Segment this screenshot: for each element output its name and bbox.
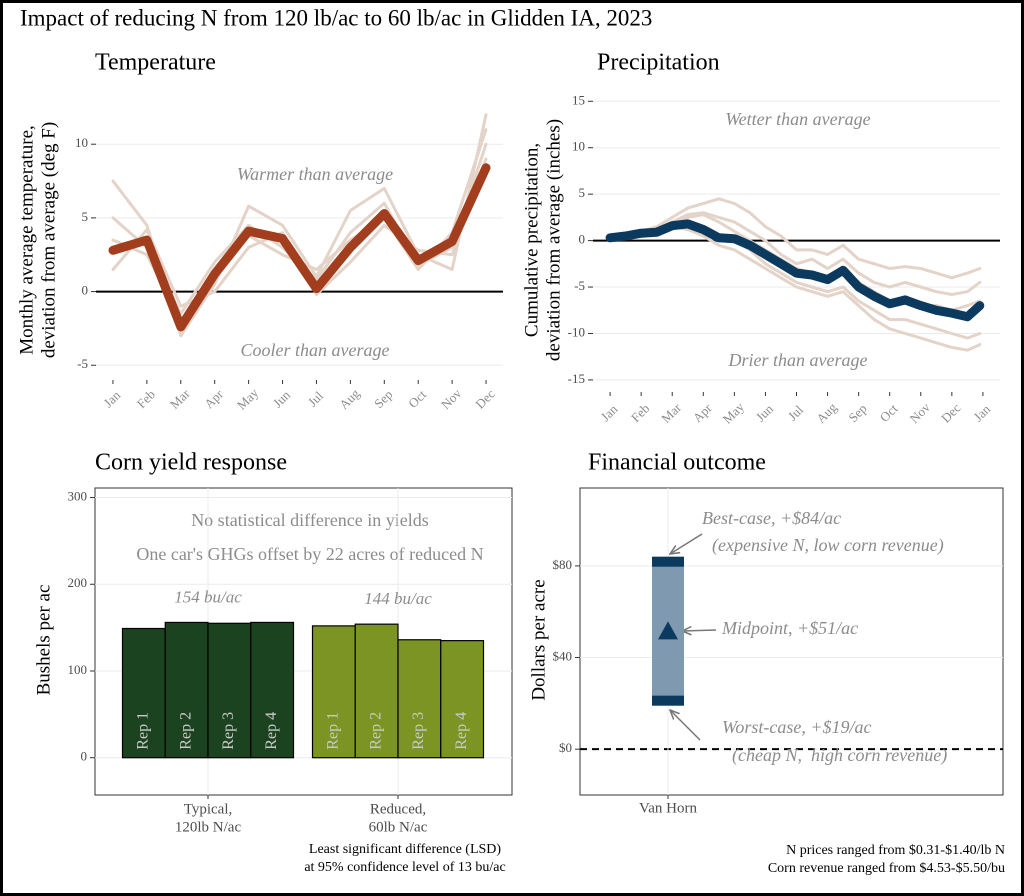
main-line [605,219,985,322]
bar-label: Rep 3 [410,712,427,750]
x-tick-label: Typical, [184,801,233,817]
panel-title: Corn yield response [95,450,287,476]
arrow [682,630,717,631]
annotation: No statistical difference in yields [191,510,429,530]
annotation: Wetter than average [725,109,870,129]
arrows [670,533,717,741]
plot-frame [579,487,1004,796]
y-tick-label: 100 [68,662,88,677]
y-tick-label: $40 [553,649,573,664]
bar [397,639,442,759]
y-axis-label: Bushels per ac [33,585,54,696]
y-axis-label: Dollars per acre [528,579,549,700]
y-axis-label: Cumulative precipitation, [521,143,542,337]
y-tick-label: 0 [579,232,586,247]
arrow [670,533,703,554]
annotation: (expensive N, low corn revenue) [712,535,944,556]
bar-label: Rep 4 [263,712,280,750]
y-tick-label: 15 [572,92,585,107]
panel-title: Financial outcome [588,450,766,476]
footnote: Corn revenue ranged from $4.53-$5.50/bu [768,861,1005,876]
panel-title: Precipitation [597,50,720,76]
annotation: Worst-case, +$19/ac [722,717,871,737]
x-tick-label: 120lb N/ac [175,819,242,835]
y-tick-label: $0 [559,740,572,755]
bar [440,640,485,759]
bar [164,621,209,759]
footnote: Least significant difference (LSD) [309,842,502,857]
bar-label: Rep 2 [367,712,384,750]
y-tick-label: -10 [568,324,585,339]
y-tick-label: -5 [77,356,88,371]
bar-label: Rep 1 [325,712,342,750]
high-cap [652,556,684,567]
footnote: at 95% confidence level of 13 bu/ac [304,860,505,875]
y-tick-label: 0 [82,283,89,298]
group-label: 144 bu/ac [364,589,432,608]
x-tick-label: Van Horn [639,800,697,816]
annotation: Midpoint, +$51/ac [721,618,858,638]
annotation: (cheap N, high corn revenue) [732,745,947,766]
annotation: Drier than average [728,350,868,370]
y-tick-label: 0 [81,749,88,764]
y-tick-label: 10 [572,139,585,154]
footnote: N prices ranged from $0.31-$1.40/lb N [786,843,1005,858]
y-tick-label: 300 [68,489,88,504]
bar-label: Rep 2 [177,712,194,750]
y-tick-label: -5 [574,278,585,293]
y-tick-label: 5 [82,209,89,224]
figure-title: Impact of reducing N from 120 lb/ac to 6… [20,5,652,30]
y-axis-label: Monthly average temperature, [16,125,37,354]
annotation: Best-case, +$84/ac [702,508,841,528]
x-tick-label: Reduced, [370,801,426,817]
bar-label: Rep 3 [220,712,237,750]
x-tick-label: 60lb N/ac [369,819,428,835]
bar [354,623,399,759]
midpoint [658,621,678,640]
y-tick-label: 10 [75,135,88,150]
y-tick-label: 200 [68,575,88,590]
panel-title: Temperature [95,50,216,76]
y-tick-label: $80 [553,557,573,572]
annotation: Warmer than average [237,164,393,184]
annotation: Cooler than average [241,340,390,360]
bar-label: Rep 4 [453,712,470,750]
y-tick-label: 5 [579,185,586,200]
group-label: 154 bu/ac [174,587,242,606]
low-cap [652,695,684,706]
main-line [108,163,491,332]
y-axis-label: deviation from average (inches) [543,119,564,361]
y-axis-label: deviation from average (deg F) [38,122,59,358]
plot-frame [94,487,513,796]
annotation: One car's GHGs offset by 22 acres of red… [136,544,483,564]
history-line [608,197,982,280]
bar [250,621,295,759]
bar [311,625,356,759]
arrow [670,710,701,741]
bar-label: Rep 1 [135,712,152,750]
y-tick-label: -15 [568,371,585,386]
